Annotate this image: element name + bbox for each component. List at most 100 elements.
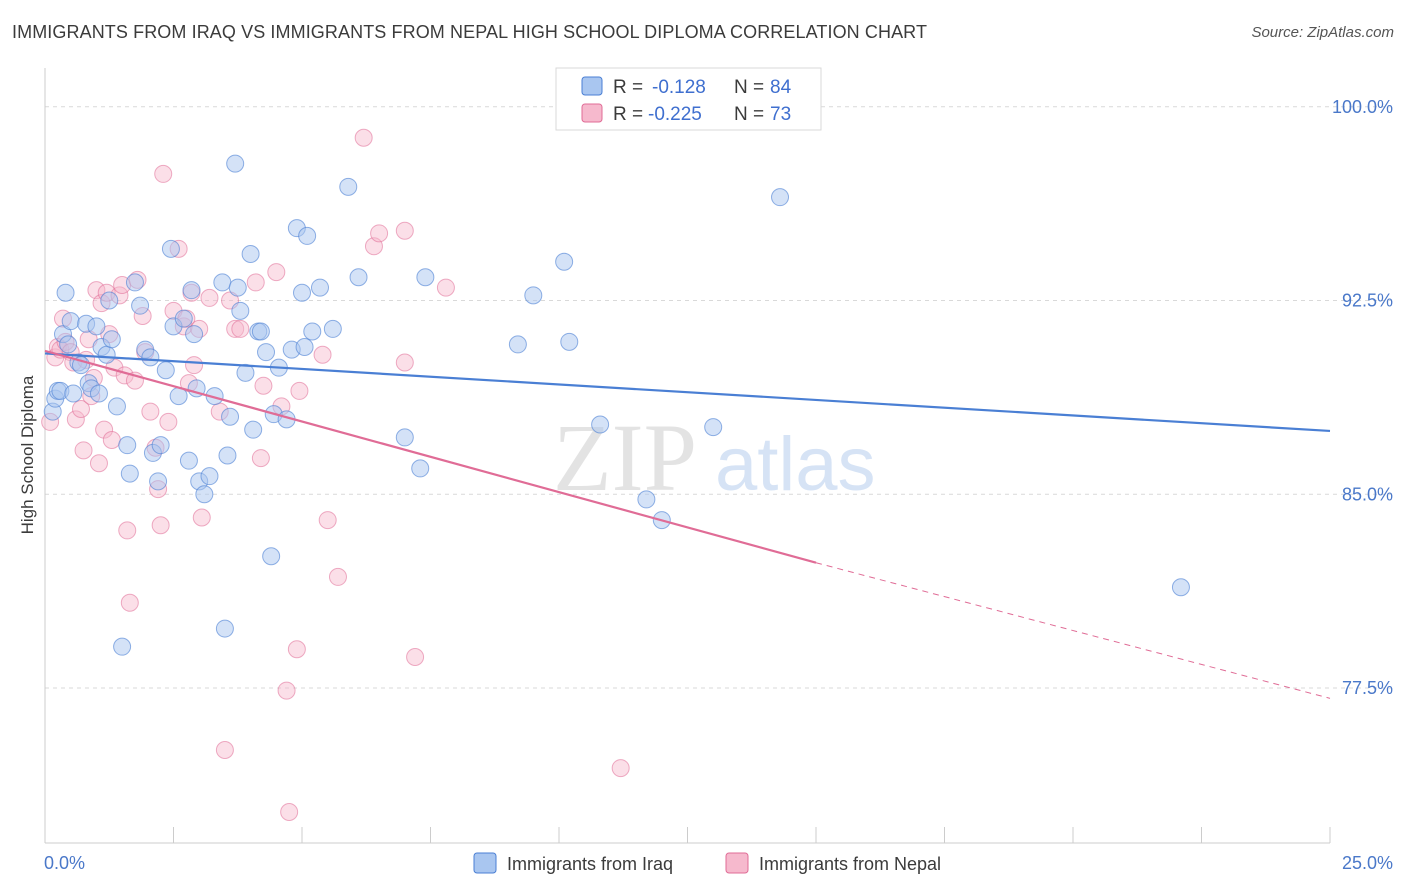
iraq-point-27 (141, 348, 160, 367)
tick-labels: 77.5% 85.0% 92.5% 100.0% 0.0% 25.0% (44, 97, 1393, 873)
chart-title: IMMIGRANTS FROM IRAQ VS IMMIGRANTS FROM … (12, 22, 928, 42)
iraq-point-47 (221, 407, 240, 426)
iraq-point-7 (61, 312, 80, 331)
iraq-point-17 (97, 345, 116, 364)
iraq-point-29 (149, 472, 168, 491)
y-tick-label-1: 85.0% (1342, 484, 1393, 504)
iraq-point-51 (236, 363, 255, 382)
iraq-point-44 (213, 273, 232, 292)
iraq-point-73 (416, 268, 435, 287)
iraq-point-6 (59, 335, 78, 354)
stats-legend: R = -0.128 N = 84 R = -0.225 N = 73 (555, 67, 822, 131)
stats-nepal-n-value: 73 (770, 104, 791, 125)
iraq-point-57 (262, 547, 281, 566)
iraq-point-38 (185, 325, 204, 344)
iraq-point-36 (179, 451, 198, 470)
stats-iraq-r-label: R = (613, 77, 643, 98)
iraq-point-78 (591, 415, 610, 434)
nepal-point-18 (95, 420, 114, 439)
stats-nepal-r-value: -0.225 (648, 104, 702, 125)
series-iraq-points (43, 154, 1190, 656)
nepal-point-63 (318, 511, 337, 530)
nepal-trend-line (44, 349, 817, 564)
iraq-point-32 (161, 239, 180, 258)
iraq-trend-line (44, 352, 1331, 433)
iraq-point-21 (113, 637, 132, 656)
iraq-point-23 (120, 464, 139, 483)
iraq-point-83 (1171, 578, 1190, 597)
iraq-point-24 (125, 273, 144, 292)
nepal-point-47 (200, 288, 219, 307)
iraq-point-5 (56, 283, 75, 302)
watermark-zip: ZIP (553, 404, 697, 511)
nepal-point-67 (370, 224, 389, 243)
legend-swatch-nepal (725, 852, 749, 874)
iraq-point-50 (231, 301, 250, 320)
legend-label-iraq: Immigrants from Iraq (507, 854, 673, 874)
iraq-point-30 (151, 436, 170, 455)
iraq-point-8 (64, 384, 83, 403)
iraq-point-22 (118, 436, 137, 455)
stats-iraq-n-value: 84 (770, 77, 792, 98)
y-tick-label-2: 92.5% (1342, 291, 1393, 311)
stats-swatch-nepal (581, 103, 603, 123)
nepal-point-70 (406, 648, 425, 666)
iraq-point-69 (339, 177, 358, 196)
nepal-point-53 (246, 273, 265, 292)
iraq-point-42 (200, 467, 219, 486)
nepal-point-32 (141, 402, 160, 421)
x-tick-label-0: 0.0% (44, 853, 85, 873)
iraq-point-79 (637, 490, 656, 509)
watermark-atlas: atlas (715, 422, 876, 507)
nepal-point-9 (71, 400, 90, 418)
iraq-point-18 (100, 291, 119, 310)
iraq-point-14 (87, 317, 106, 336)
iraq-point-41 (195, 485, 214, 504)
iraq-point-31 (156, 361, 175, 380)
y-tick-label-3: 100.0% (1332, 97, 1393, 117)
iraq-point-52 (241, 245, 260, 263)
nepal-point-21 (102, 431, 121, 449)
iraq-point-25 (131, 296, 150, 315)
nepal-point-71 (436, 278, 455, 297)
nepal-point-8 (66, 410, 85, 429)
nepal-point-52 (231, 319, 250, 338)
nepal-point-72 (611, 759, 630, 778)
iraq-point-37 (182, 281, 201, 300)
nepal-point-36 (154, 164, 173, 183)
nepal-point-35 (151, 516, 170, 535)
nepal-point-46 (192, 508, 211, 527)
iraq-point-71 (395, 428, 414, 447)
iraq-point-46 (218, 446, 237, 465)
iraq-point-72 (411, 459, 430, 478)
iraq-point-45 (215, 619, 234, 638)
iraq-point-66 (303, 322, 322, 341)
nepal-point-10 (74, 441, 93, 460)
stats-iraq-n-label: N = (734, 77, 764, 98)
iraq-point-70 (349, 268, 368, 287)
nepal-point-64 (328, 567, 347, 586)
nepal-point-56 (267, 263, 286, 282)
nepal-point-68 (395, 221, 414, 240)
series-legend: Immigrants from Iraq Immigrants from Nep… (473, 852, 941, 874)
iraq-point-65 (298, 226, 317, 245)
iraq-point-48 (226, 154, 245, 173)
nepal-point-55 (254, 376, 273, 395)
iraq-point-20 (107, 397, 126, 416)
nepal-point-58 (277, 681, 296, 700)
nepal-point-44 (185, 356, 204, 375)
axes (44, 68, 1331, 844)
nepal-trend-line-extension (815, 562, 1331, 699)
nepal-point-27 (120, 593, 139, 612)
y-tick-label-0: 77.5% (1342, 678, 1393, 698)
trend-lines (44, 349, 1331, 699)
x-tick-label-1: 25.0% (1342, 853, 1393, 873)
source-credit: Source: ZipAtlas.com (1251, 24, 1394, 41)
nepal-point-59 (280, 803, 299, 821)
iraq-point-76 (555, 252, 574, 271)
iraq-point-53 (244, 420, 263, 439)
iraq-point-15 (89, 384, 108, 403)
iraq-point-49 (228, 278, 247, 297)
iraq-point-67 (310, 278, 329, 297)
